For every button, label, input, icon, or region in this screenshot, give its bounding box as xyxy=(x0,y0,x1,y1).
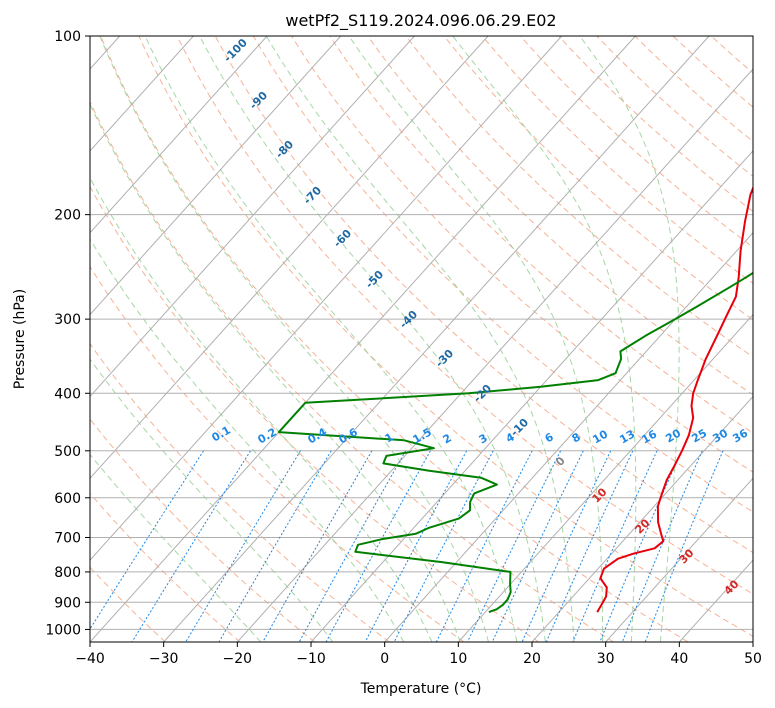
dry-adiabat-line xyxy=(367,36,753,396)
dewpoint-profile xyxy=(277,271,753,614)
moist-adiabat-line xyxy=(199,36,546,642)
y-tick-label: 500 xyxy=(54,444,81,460)
dry-adiabat-line xyxy=(214,36,753,554)
isotherm-line xyxy=(605,477,753,642)
chart-title: wetPf2_S119.2024.096.06.29.E02 xyxy=(285,11,556,31)
x-tick-label: 30 xyxy=(597,651,615,667)
dry-adiabat-line xyxy=(90,185,540,642)
y-tick-label: 100 xyxy=(54,29,81,45)
moist-adiabat-line xyxy=(90,453,262,642)
dry-adiabat-line xyxy=(90,566,166,642)
dry-adiabat-line xyxy=(176,36,753,595)
isotherm-line xyxy=(236,68,753,642)
y-tick-label: 800 xyxy=(54,565,81,581)
dry-adiabat-line xyxy=(90,492,241,642)
mixing-ratio-line xyxy=(364,450,468,642)
dry-adiabat-line xyxy=(90,418,315,642)
moist-adiabat-line xyxy=(452,36,637,642)
y-axis-label: Pressure (hPa) xyxy=(12,289,28,389)
temperature-profile xyxy=(596,185,753,613)
x-tick-label: −30 xyxy=(149,651,179,667)
mixing-ratio-line xyxy=(435,450,533,642)
isotherm-line xyxy=(163,36,710,642)
dry-adiabat-line xyxy=(90,100,614,642)
mixing-ratio-line xyxy=(521,450,612,642)
mixing-ratio-line xyxy=(298,450,407,642)
x-tick-label: −20 xyxy=(223,651,253,667)
x-axis-label: Temperature (°C) xyxy=(360,681,482,697)
y-tick-label: 600 xyxy=(54,491,81,507)
isotherm-line xyxy=(90,36,636,642)
plot-frame xyxy=(89,35,754,643)
isotherm-line xyxy=(90,36,342,316)
isotherm-line xyxy=(90,36,563,561)
moist-adiabat-line xyxy=(265,36,575,642)
mixing-ratio-line xyxy=(185,450,301,642)
x-tick-label: 40 xyxy=(670,651,688,667)
dry-adiabat-line xyxy=(100,36,689,642)
y-tick-label: 400 xyxy=(54,386,81,402)
mixing-ratio-line xyxy=(491,450,584,642)
x-tick-label: 50 xyxy=(744,651,762,667)
x-tick-label: −40 xyxy=(75,651,105,667)
moist-adiabat-line xyxy=(90,358,334,642)
moist-adiabat-line xyxy=(579,36,680,642)
x-tick-label: −10 xyxy=(296,651,326,667)
moist-adiabat-line xyxy=(99,36,489,642)
y-tick-label: 900 xyxy=(54,595,81,611)
isotherm-line xyxy=(90,36,194,152)
mixing-ratio-line xyxy=(262,450,373,642)
moist-adiabat-line xyxy=(90,238,405,642)
y-tick-label: 1000 xyxy=(45,622,81,638)
axis-ticks: −40 −30 −20 −10 0 10 20 30 40 50 100 200 300 400 500 60… xyxy=(45,29,762,667)
isotherm-line xyxy=(310,150,753,642)
dry-adiabat-line xyxy=(291,36,753,473)
y-tick-label: 300 xyxy=(54,312,81,328)
mixing-ratio-line xyxy=(644,450,724,642)
x-tick-label: 10 xyxy=(449,651,467,667)
dry-adiabat-line xyxy=(405,36,753,358)
isotherm-line xyxy=(90,36,415,398)
dry-adiabat-line xyxy=(329,36,753,434)
dry-adiabat-line xyxy=(252,36,753,513)
moist-adiabat-line xyxy=(348,36,604,642)
mixing-ratio-line xyxy=(545,450,634,642)
mixing-ratio-line xyxy=(393,450,494,642)
y-tick-label: 700 xyxy=(54,531,81,547)
y-tick-label: 200 xyxy=(54,208,81,224)
x-tick-label: 20 xyxy=(523,651,541,667)
moist-adiabat-line xyxy=(90,103,461,642)
mixing-ratio-line xyxy=(325,450,431,642)
dry-adiabat-line xyxy=(90,265,465,642)
mixing-ratio-line xyxy=(467,450,562,642)
isotherm-line xyxy=(90,36,268,234)
mixing-ratio-line xyxy=(131,450,251,642)
x-tick-label: 0 xyxy=(380,651,389,667)
dry-adiabat-line xyxy=(443,36,753,321)
isotherm-line xyxy=(384,231,753,642)
isotherm-line xyxy=(90,36,489,480)
isotherm-line xyxy=(531,395,753,642)
isotherm-line xyxy=(457,313,753,642)
profile-lines xyxy=(277,185,753,614)
mixing-ratio-lines xyxy=(90,450,724,642)
mixing-ratio-line xyxy=(621,450,703,642)
